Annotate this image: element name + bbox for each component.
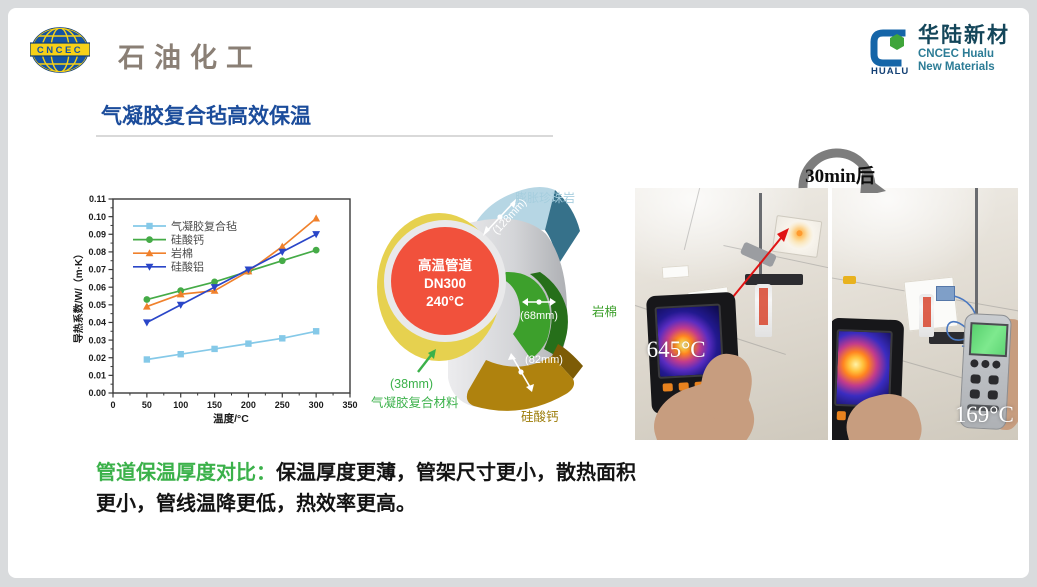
aerogel-pointer-arrow [417,349,436,373]
svg-text:0.03: 0.03 [88,335,106,345]
svg-text:硅酸铝: 硅酸铝 [171,260,204,274]
svg-text:350: 350 [342,400,357,410]
svg-text:0.05: 0.05 [88,300,106,310]
photo-after: 169°C [832,188,1018,440]
pipe-label-line1: 高温管道 [418,257,472,273]
hualu-name-en2: New Materials [918,61,995,73]
pipe-face-ring [384,220,506,342]
conductivity-chart: 0 50 100 150 200 250 300 350 0.00 0.01 0.02 0.03 0.0… [72,194,358,425]
rockwool-label: 岩棉 [592,304,617,319]
meter-button [988,375,999,385]
hualu-name-en1: CNCEC Hualu [918,48,995,60]
svg-text:硅酸钙: 硅酸钙 [171,232,204,246]
cncec-logo-text: CNCEC [37,45,83,56]
sensor-block [936,286,955,301]
svg-text:0.00: 0.00 [88,388,106,398]
pipe-label-line2: DN300 [424,276,466,291]
slide-card: CNCEC 石油化工 HUALU 华陆新材 CNCEC Hualu New Ma… [8,8,1029,578]
meter-button [969,389,981,399]
footer-note-lead: 管道保温厚度对比： [96,462,276,484]
svg-text:气凝胶复合毡: 气凝胶复合毡 [171,219,237,233]
perlite-label: 膨胀珍珠岩 [515,190,575,205]
footer-note-body: 保温厚度更薄，管架尺寸更小，散热面积更小，管线温降更低，热效率更高。 [96,462,636,515]
hualu-name-cn: 华陆新材 [918,24,1010,47]
svg-text:0.10: 0.10 [88,212,106,222]
perlite-wedge-shade [545,190,580,265]
calcium-silicate-wedge [466,356,575,411]
hualu-logo-block: HUALU 华陆新材 CNCEC Hualu New Materials [868,24,1028,76]
can-label [758,287,768,325]
hualu-mark-icon: HUALU [870,29,909,76]
meter-button [981,360,991,369]
page-title: 气凝胶复合毡高效保温 [101,105,311,128]
meter-button [970,374,981,384]
lab-stand-rod [975,188,979,330]
meter-button [970,359,979,368]
calcium-silicate-thickness-arrow [508,353,534,392]
footer-note: 管道保温厚度对比：保温厚度更薄，管架尺寸更小，散热面积更小，管线温降更低，热效率… [96,458,648,520]
rockwool-thickness: (68mm) [520,310,558,322]
title-underline [96,135,553,137]
svg-text:0.06: 0.06 [88,282,106,292]
svg-text:200: 200 [241,400,256,410]
photo-before: 645°C [635,188,828,440]
calcium-silicate-thickness: (82mm) [525,354,563,366]
svg-text:0.01: 0.01 [88,371,106,381]
cncec-globe-logo: CNCEC [30,27,90,73]
hualu-logo-text: HUALU [871,66,909,76]
svg-text:温度/°C: 温度/°C [213,412,249,425]
temperature-before: 645°C [646,336,706,362]
meter-button [992,360,1002,370]
rockwool-wedge [500,271,551,359]
pipe-label-line3: 240°C [426,294,464,309]
pipe-face [391,227,499,335]
perlite-thickness-arrow [483,198,517,236]
meter-button [987,389,998,400]
svg-text:50: 50 [142,400,152,410]
svg-text:0.11: 0.11 [89,194,106,204]
aerogel-thickness: (38mm) [390,377,433,391]
transition-label: 30min后 [805,166,875,187]
transition-arc-arrow [798,148,886,193]
spray-can [919,293,935,337]
pipe-insulation-diagram: 高温管道 DN300 240°C 膨胀珍珠岩 (128mm) 岩 [371,186,617,424]
svg-text:0: 0 [110,400,115,410]
yellow-tool [843,276,857,284]
svg-text:250: 250 [275,400,290,410]
stand-base [745,273,803,285]
svg-text:0.08: 0.08 [88,247,106,257]
spray-can [754,283,773,337]
camera-button [837,411,846,421]
svg-text:0.09: 0.09 [88,229,106,239]
camera-button [662,382,673,392]
svg-text:岩棉: 岩棉 [171,246,193,260]
svg-text:导热系数/W/（m·K）: 导热系数/W/（m·K） [72,249,85,343]
svg-text:300: 300 [309,400,324,410]
calcium-silicate-wedge-shade [552,344,583,379]
temperature-after: 169°C [954,402,1014,428]
svg-text:0.02: 0.02 [88,353,106,363]
svg-text:150: 150 [207,400,222,410]
can-label [923,297,931,328]
rockwool-wedge-shade [530,272,568,357]
svg-text:100: 100 [173,400,188,410]
aerogel-label: 气凝胶复合材料 [371,395,459,410]
thermometer-display [969,322,1009,358]
svg-text:0.04: 0.04 [88,318,106,328]
svg-text:0.07: 0.07 [88,265,106,275]
brand-name-petrochemical: 石油化工 [118,43,262,73]
calcium-silicate-label: 硅酸钙 [521,409,559,424]
lab-stand-rod [758,193,762,279]
rockwool-thickness-arrow [522,298,556,306]
